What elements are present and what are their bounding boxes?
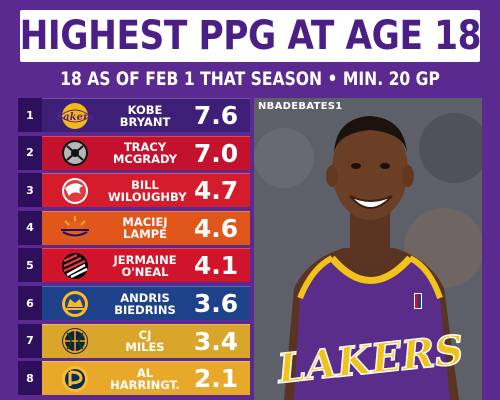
player-first-name: MACIEJ bbox=[122, 215, 168, 230]
player-row: 2 TRACY MCGRADY 7.0 bbox=[18, 135, 250, 170]
player-row: 1 Lakers KOBE BRYANT 7.6 bbox=[18, 98, 250, 132]
player-name: CJ MILES bbox=[108, 329, 182, 353]
kobe-bryant-illustration: LAKERS bbox=[254, 98, 482, 400]
player-row: 5 JERMAINE O'NEAL 4.1 bbox=[18, 248, 250, 283]
player-last-name: MCGRADY bbox=[112, 152, 178, 167]
ppg-value: 4.1 bbox=[193, 251, 239, 281]
watermark: NBADEBATES1 bbox=[258, 101, 343, 112]
player-last-name: LAMPE bbox=[123, 227, 167, 242]
player-first-name: TRACY bbox=[123, 140, 167, 155]
player-name: ANDRIS BIEDRINS bbox=[108, 292, 182, 316]
ppg-value: 3.4 bbox=[193, 326, 239, 356]
raptors-logo bbox=[42, 136, 108, 170]
svg-text:Lakers: Lakers bbox=[55, 112, 94, 123]
player-band: ANDRIS BIEDRINS 3.6 bbox=[42, 286, 250, 320]
player-first-name: JERMAINE bbox=[113, 252, 177, 267]
hawks-logo bbox=[42, 174, 108, 208]
player-band: Lakers KOBE BRYANT 7.6 bbox=[42, 98, 250, 132]
player-band: JERMAINE O'NEAL 4.1 bbox=[42, 248, 250, 283]
player-band: CJ MILES 3.4 bbox=[42, 323, 250, 358]
rank-number: 6 bbox=[18, 286, 42, 320]
player-name: AL HARRINGT. bbox=[108, 367, 182, 391]
rank-number: 7 bbox=[18, 323, 42, 358]
player-row: 6 ANDRIS BIEDRINS 3.6 bbox=[18, 286, 250, 320]
rank-number: 5 bbox=[18, 248, 42, 283]
player-first-name: KOBE bbox=[127, 102, 163, 117]
player-last-name: MILES bbox=[125, 340, 165, 355]
player-name: BILL WILOUGHBY bbox=[108, 177, 187, 204]
warriors-logo bbox=[42, 287, 108, 321]
player-row: 8 AL HARRINGT. 2.1 bbox=[18, 361, 250, 396]
player-row: 3 BILL WILOUGHBY 4.7 bbox=[18, 173, 250, 208]
ppg-value: 7.6 bbox=[193, 101, 239, 130]
player-row: 4 MACIEJ LAMPE 4.6 bbox=[18, 210, 250, 245]
player-name: KOBE BRYANT bbox=[108, 104, 182, 128]
ppg-value: 2.1 bbox=[193, 364, 239, 394]
suns-logo bbox=[42, 211, 108, 245]
player-first-name: AL bbox=[136, 365, 154, 380]
player-band: BILL WILOUGHBY 4.7 bbox=[42, 173, 250, 208]
player-last-name: BRYANT bbox=[119, 114, 171, 129]
blazers-logo bbox=[42, 249, 108, 283]
player-first-name: ANDRIS bbox=[120, 290, 170, 305]
player-name: TRACY MCGRADY bbox=[108, 141, 182, 165]
jazz-logo bbox=[42, 324, 108, 358]
page-subtitle: 18 AS OF FEB 1 THAT SEASON • MIN. 20 GP bbox=[60, 68, 440, 90]
player-band: MACIEJ LAMPE 4.6 bbox=[42, 210, 250, 245]
player-name: JERMAINE O'NEAL bbox=[108, 254, 182, 278]
rank-number: 8 bbox=[18, 361, 42, 396]
ranking-list: 1 Lakers KOBE BRYANT 7.6 2 TRACY MCGRADY 7.0 3 BIL… bbox=[18, 98, 250, 400]
rank-number: 3 bbox=[18, 173, 42, 208]
player-last-name: HARRINGT. bbox=[110, 377, 180, 392]
player-row: 7 CJ MILES 3.4 bbox=[18, 323, 250, 358]
player-name: MACIEJ LAMPE bbox=[108, 216, 182, 240]
ppg-value: 4.7 bbox=[193, 176, 239, 206]
player-last-name: WILOUGHBY bbox=[108, 189, 187, 204]
rank-number: 2 bbox=[18, 135, 42, 170]
rank-number: 1 bbox=[18, 98, 42, 132]
player-photo: LAKERS NBADEBATES1 bbox=[254, 98, 482, 400]
lakers-logo: Lakers bbox=[42, 99, 108, 133]
player-first-name: BILL bbox=[131, 177, 159, 192]
ppg-value: 3.6 bbox=[193, 289, 239, 318]
player-first-name: CJ bbox=[138, 328, 152, 343]
title-banner: HIGHEST PPG AT AGE 18 bbox=[19, 10, 481, 62]
player-band: AL HARRINGT. 2.1 bbox=[42, 361, 250, 396]
page-title: HIGHEST PPG AT AGE 18 bbox=[19, 13, 481, 59]
player-last-name: O'NEAL bbox=[121, 264, 169, 279]
pacers-logo bbox=[42, 362, 108, 396]
player-band: TRACY MCGRADY 7.0 bbox=[42, 135, 250, 170]
ppg-value: 4.6 bbox=[193, 213, 239, 243]
rank-number: 4 bbox=[18, 210, 42, 245]
player-last-name: BIEDRINS bbox=[114, 302, 176, 317]
ppg-value: 7.0 bbox=[193, 138, 239, 168]
